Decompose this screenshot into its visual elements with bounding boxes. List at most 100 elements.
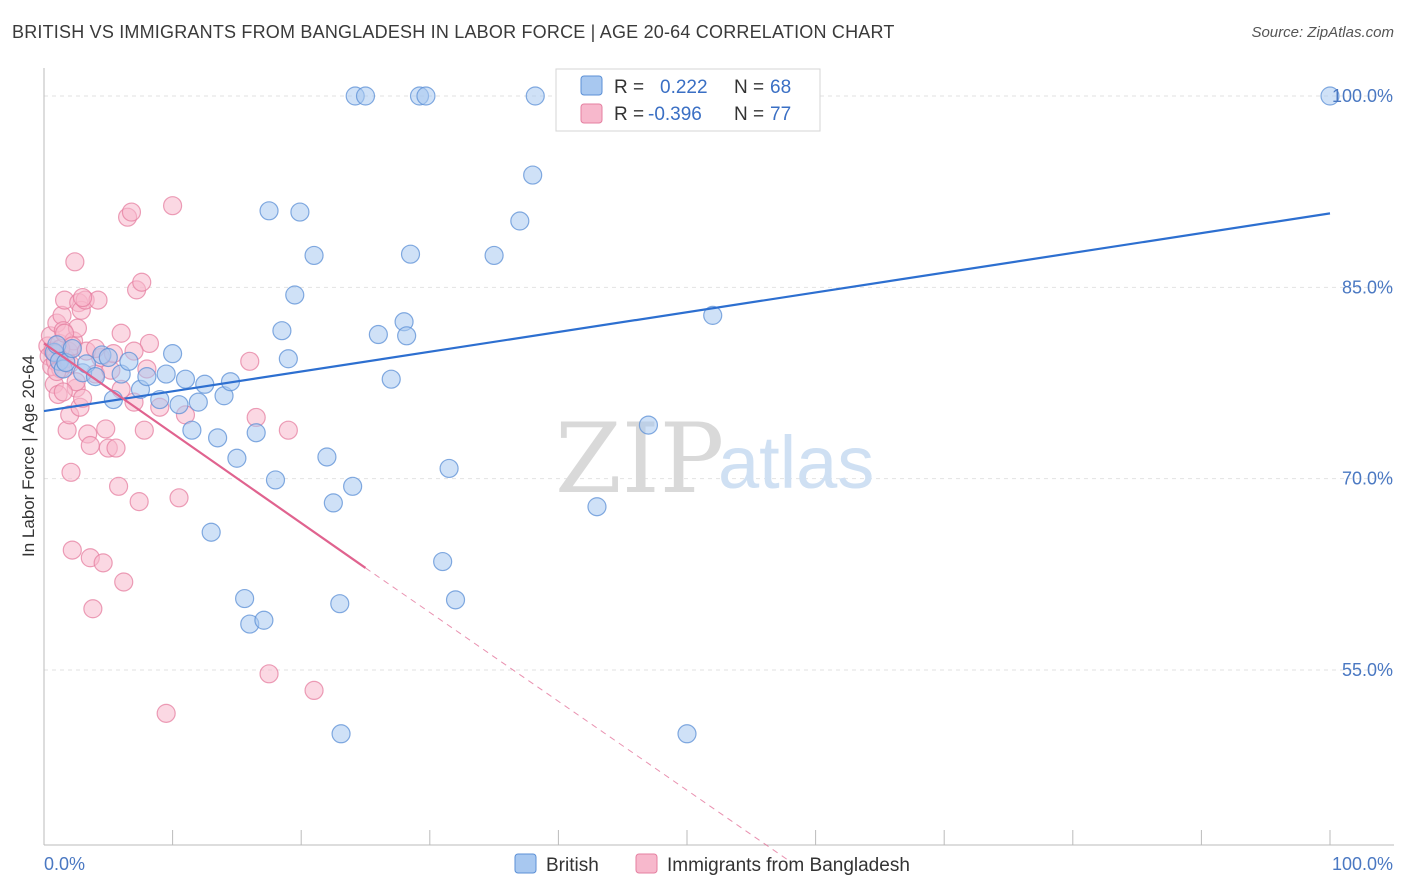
british-point: [587, 497, 607, 517]
bangladesh-point: [121, 202, 142, 222]
british-point: [381, 369, 401, 389]
x-tick-label-max: 100.0%: [1332, 854, 1393, 874]
bangladesh-point: [132, 272, 152, 292]
legend-bottom-british-swatch: [514, 853, 537, 874]
british-point: [278, 349, 298, 369]
british-point: [201, 522, 221, 542]
british-point: [677, 724, 697, 744]
chart-title: BRITISH VS IMMIGRANTS FROM BANGLADESH IN…: [12, 22, 895, 42]
bangladesh-trendline: [43, 342, 367, 569]
british-point: [62, 338, 82, 359]
british-point: [285, 285, 305, 305]
british-point: [523, 165, 543, 185]
legend-bottom-bangladesh-label: Immigrants from Bangladesh: [667, 855, 910, 876]
british-point: [525, 86, 545, 106]
bangladesh-point: [163, 196, 183, 216]
watermark-zip: ZIP: [555, 403, 724, 515]
british-point: [137, 367, 157, 387]
y-tick-labels: 55.0% 70.0% 85.0% 100.0%: [1332, 86, 1393, 680]
british-point: [150, 389, 170, 410]
british-point: [355, 86, 376, 106]
bangladesh-point: [80, 435, 100, 456]
british-point: [272, 321, 292, 341]
y-axis-label: In Labor Force | Age 20-64: [19, 355, 38, 557]
bangladesh-point: [62, 540, 82, 560]
x-ticks: [172, 830, 1331, 845]
british-point: [98, 347, 118, 368]
legend-british-swatch: [580, 75, 603, 96]
source-credit: Source: ZipAtlas.com: [1251, 24, 1394, 41]
british-point: [445, 590, 466, 610]
y-tick-label: 55.0%: [1342, 660, 1393, 680]
british-point: [330, 594, 350, 614]
legend-british-n-label: N =: [734, 77, 764, 98]
legend-bottom-bangladesh-swatch: [635, 853, 658, 874]
british-point: [182, 420, 202, 440]
british-point: [254, 610, 274, 630]
legend-bottom: British Immigrants from Bangladesh: [514, 853, 910, 876]
british-point: [510, 211, 530, 231]
british-point: [638, 415, 659, 435]
bangladesh-point: [111, 323, 131, 343]
british-point: [290, 202, 310, 222]
british-point: [119, 351, 139, 371]
bangladesh-points: [38, 196, 324, 723]
legend-british-n-value: 68: [770, 77, 791, 98]
british-point: [265, 470, 286, 490]
british-point: [1320, 86, 1340, 106]
british-point: [433, 551, 453, 572]
british-point: [156, 364, 176, 384]
bangladesh-point: [240, 351, 260, 371]
x-tick-label-min: 0.0%: [44, 854, 85, 874]
bangladesh-point: [139, 333, 160, 354]
bangladesh-trendline-extension: [365, 567, 791, 862]
watermark-atlas: atlas: [718, 421, 874, 504]
british-point: [175, 369, 196, 389]
bangladesh-point: [53, 382, 73, 402]
legend-bottom-british-label: British: [546, 855, 599, 876]
british-point: [85, 367, 106, 387]
british-point: [323, 493, 343, 513]
bangladesh-point: [259, 664, 279, 684]
bangladesh-point: [114, 572, 134, 592]
legend-bangladesh-r-label: R =: [614, 104, 644, 125]
trendlines: [43, 212, 1331, 862]
axes: [43, 68, 1394, 846]
british-point: [259, 201, 279, 221]
legend-british-r-label: R =: [614, 77, 644, 98]
british-point: [163, 344, 183, 364]
british-point: [208, 428, 228, 448]
watermark: ZIP atlas: [555, 403, 874, 515]
y-tick-label: 85.0%: [1342, 277, 1393, 297]
bangladesh-point: [169, 488, 189, 508]
bangladesh-point: [93, 553, 113, 573]
legend-bangladesh-r-value: -0.396: [648, 104, 702, 125]
legend-british-r-value: 0.222: [660, 77, 708, 98]
legend-bangladesh-swatch: [580, 103, 603, 124]
british-point: [703, 305, 723, 325]
bangladesh-point: [278, 420, 298, 440]
legend-bangladesh-n-label: N =: [734, 104, 764, 125]
bangladesh-point: [129, 492, 149, 512]
british-point: [188, 392, 208, 412]
bangladesh-point: [156, 703, 176, 723]
british-point: [400, 244, 421, 264]
bangladesh-point: [134, 420, 154, 440]
british-trendline: [43, 212, 1331, 413]
bangladesh-point: [65, 252, 85, 272]
british-point: [235, 588, 255, 609]
british-point: [439, 458, 459, 479]
british-point: [246, 423, 266, 443]
british-point: [227, 448, 247, 468]
british-point: [343, 476, 363, 496]
y-tick-label: 100.0%: [1332, 86, 1393, 106]
bangladesh-point: [61, 462, 81, 482]
bangladesh-point: [96, 419, 116, 439]
bangladesh-point: [304, 680, 324, 701]
bangladesh-point: [72, 287, 93, 308]
legend-bangladesh-n-value: 77: [770, 104, 791, 125]
legend-top: R = 0.222 N = 68 R = -0.396 N = 77: [555, 68, 821, 132]
bangladesh-point: [83, 599, 103, 619]
british-point: [368, 324, 388, 345]
